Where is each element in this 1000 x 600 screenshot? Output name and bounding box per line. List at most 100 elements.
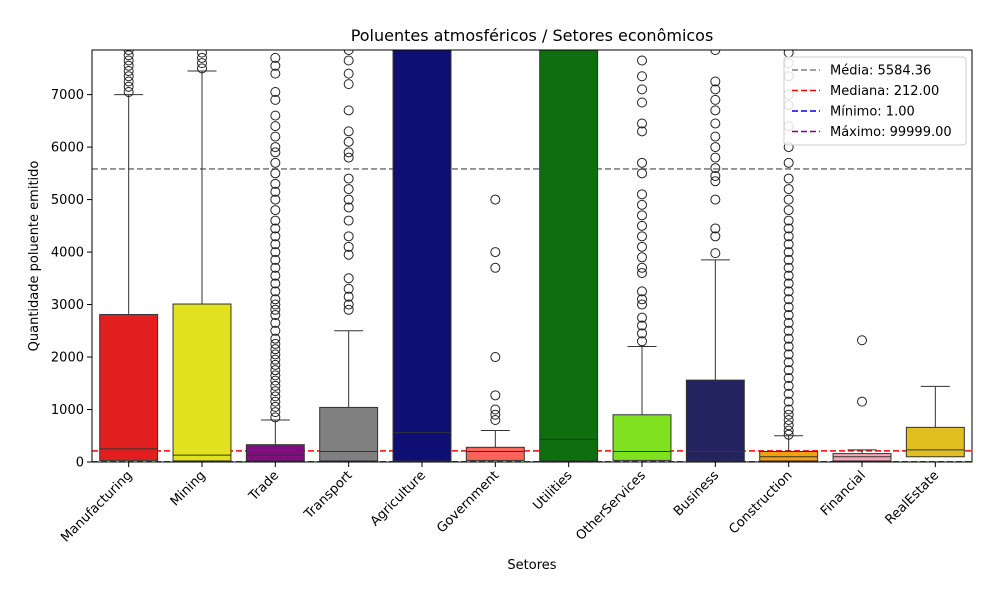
- outlier-2-1: [270, 407, 281, 418]
- outlier-9-5: [783, 404, 794, 415]
- outlier-2-32: [270, 205, 281, 216]
- x-tick-label-6: Utilities: [530, 468, 575, 513]
- outlier-2-7: [270, 375, 281, 386]
- outlier-1-2: [197, 52, 207, 63]
- y-tick-label-3: 3000: [51, 298, 84, 313]
- box-group-5: [465, 194, 525, 461]
- outlier-8-2: [710, 223, 721, 234]
- outlier-2-22: [270, 286, 281, 297]
- legend: Média: 5584.36 Mediana: 212.00 Mínimo: 1.0…: [783, 56, 967, 146]
- box-group-2: [245, 52, 305, 462]
- outlier-9-8: [783, 380, 794, 391]
- outlier-8-14: [710, 76, 721, 87]
- x-tick-label-3: Transport: [301, 468, 355, 522]
- outlier-7-19: [637, 118, 647, 129]
- outlier-2-28: [270, 239, 281, 250]
- outlier-8-4: [710, 176, 721, 187]
- y-tick-label-5: 5000: [51, 193, 84, 208]
- outlier-9-7: [783, 388, 794, 399]
- x-tick-label-11: RealEstate: [883, 468, 943, 528]
- x-tick-label-0: Manufacturing: [58, 468, 135, 545]
- outlier-2-3: [270, 396, 281, 407]
- outlier-7-21: [637, 84, 647, 95]
- outlier-2-35: [270, 178, 281, 189]
- outlier-3-18: [343, 79, 354, 90]
- outlier-9-15: [783, 325, 794, 336]
- outlier-3-8: [343, 215, 354, 226]
- outlier-7-5: [637, 294, 647, 305]
- outlier-5-1: [490, 409, 501, 420]
- outlier-10-1: [857, 335, 867, 346]
- outlier-9-33: [783, 173, 794, 184]
- outlier-9-21: [783, 278, 794, 289]
- box-group-7: [612, 55, 672, 461]
- outlier-7-14: [637, 199, 647, 210]
- outlier-2-29: [270, 231, 281, 242]
- outlier-7-12: [637, 220, 647, 231]
- outlier-9-10: [783, 365, 794, 376]
- axes-frame: [91, 49, 973, 463]
- y-tick-label-6: 6000: [51, 141, 84, 156]
- outlier-9-34: [783, 157, 794, 168]
- outlier-9-29: [783, 215, 794, 226]
- outlier-0-3: [123, 71, 134, 82]
- outlier-9-24: [783, 254, 794, 265]
- outlier-2-8: [270, 370, 281, 381]
- outlier-8-1: [710, 231, 721, 242]
- outlier-9-3: [783, 415, 794, 426]
- outlier-2-33: [270, 194, 281, 205]
- outlier-2-0: [270, 412, 281, 423]
- outlier-3-21: [343, 50, 354, 55]
- outlier-9-28: [783, 223, 794, 234]
- box-5: [465, 446, 525, 461]
- outlier-0-0: [123, 86, 134, 97]
- outlier-9-22: [783, 270, 794, 281]
- plot-clip-group: [92, 50, 972, 462]
- outlier-9-25: [783, 247, 794, 258]
- outlier-5-2: [490, 404, 501, 415]
- x-axis-label: Setores: [507, 558, 556, 573]
- y-tick-label-4: 4000: [51, 246, 84, 261]
- outlier-9-16: [783, 317, 794, 328]
- outlier-2-20: [270, 299, 281, 310]
- box-4: [392, 50, 452, 462]
- outlier-2-45: [270, 68, 281, 79]
- outlier-2-19: [270, 304, 281, 315]
- outlier-8-3: [710, 194, 721, 205]
- outlier-8-10: [710, 118, 721, 129]
- outlier-9-6: [783, 396, 794, 407]
- outlier-5-5: [490, 262, 501, 273]
- outlier-9-18: [783, 302, 794, 313]
- y-tick-label-7: 7000: [51, 88, 84, 103]
- outlier-2-27: [270, 247, 281, 258]
- outlier-5-7: [490, 194, 501, 205]
- outlier-9-12: [783, 349, 794, 360]
- outlier-8-15: [710, 50, 721, 55]
- x-tick-label-9: Construction: [726, 468, 795, 537]
- outlier-9-13: [783, 341, 794, 352]
- outlier-2-17: [270, 317, 281, 328]
- outlier-2-11: [270, 354, 281, 365]
- outlier-9-1: [783, 425, 794, 436]
- outlier-0-4: [123, 65, 134, 76]
- outlier-7-7: [637, 268, 647, 279]
- outlier-2-42: [270, 110, 281, 121]
- outlier-8-11: [710, 105, 721, 116]
- outlier-2-13: [270, 344, 281, 355]
- outlier-5-4: [490, 352, 501, 363]
- outlier-9-26: [783, 239, 794, 250]
- outlier-2-4: [270, 391, 281, 402]
- box-group-8: [685, 50, 745, 462]
- outlier-8-12: [710, 94, 721, 105]
- outlier-2-14: [270, 338, 281, 349]
- outlier-2-5: [270, 386, 281, 397]
- outlier-1-0: [197, 63, 207, 74]
- outlier-2-26: [270, 254, 281, 265]
- outlier-2-16: [270, 325, 281, 336]
- outlier-8-9: [710, 131, 721, 142]
- outlier-9-4: [783, 409, 794, 420]
- outlier-9-17: [783, 310, 794, 321]
- outlier-2-47: [270, 52, 281, 63]
- outlier-7-3: [637, 312, 647, 323]
- outlier-3-4: [343, 273, 354, 284]
